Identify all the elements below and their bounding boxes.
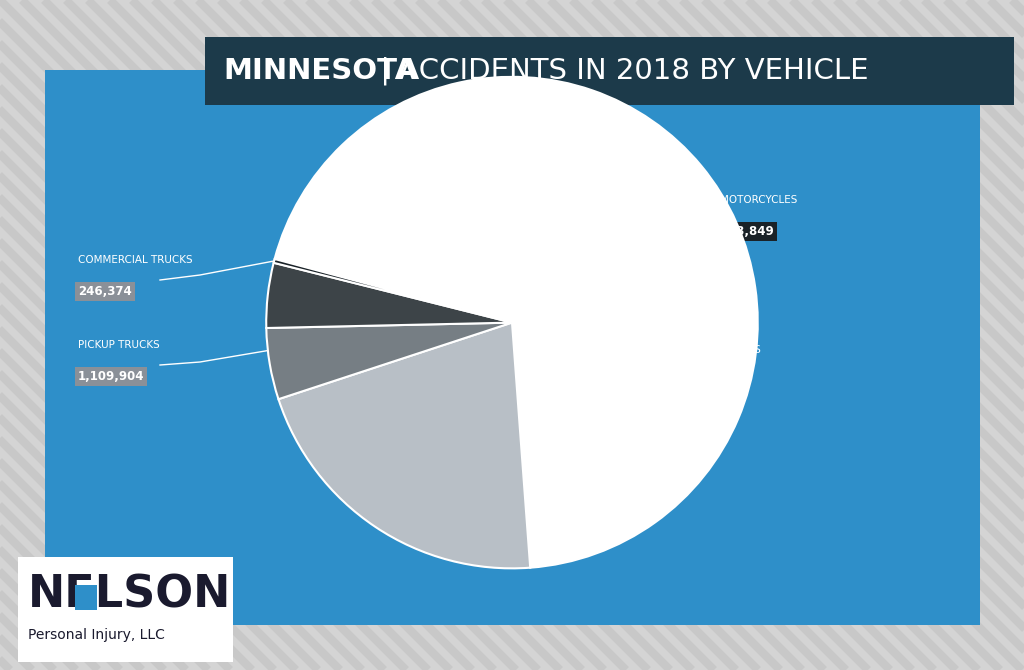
Text: 246,374: 246,374 [78,285,132,298]
Text: | ACCIDENTS IN 2018 BY VEHICLE: | ACCIDENTS IN 2018 BY VEHICLE [371,57,868,85]
FancyBboxPatch shape [45,70,980,625]
Wedge shape [266,263,512,328]
FancyBboxPatch shape [75,585,97,610]
Text: COMMERCIAL TRUCKS: COMMERCIAL TRUCKS [78,255,193,265]
Text: MINNESOTA: MINNESOTA [223,57,417,85]
Text: PICKUP TRUCKS: PICKUP TRUCKS [78,340,160,350]
Text: 1,109,904: 1,109,904 [78,370,144,383]
Text: 3,657,191: 3,657,191 [645,375,712,388]
Text: MOTORCYCLES: MOTORCYCLES [720,195,798,205]
Text: Personal Injury, LLC: Personal Injury, LLC [28,628,165,642]
Wedge shape [273,259,512,322]
Wedge shape [274,77,758,567]
Text: NELSON: NELSON [28,574,231,616]
Text: BUSES: BUSES [645,265,679,275]
Wedge shape [266,322,512,399]
Text: PASSENGER VEHICLES: PASSENGER VEHICLES [645,345,761,355]
Wedge shape [279,322,530,568]
FancyBboxPatch shape [205,37,1014,105]
FancyBboxPatch shape [18,557,233,662]
Text: 223,849: 223,849 [720,225,774,238]
Text: 13,320: 13,320 [645,295,690,308]
